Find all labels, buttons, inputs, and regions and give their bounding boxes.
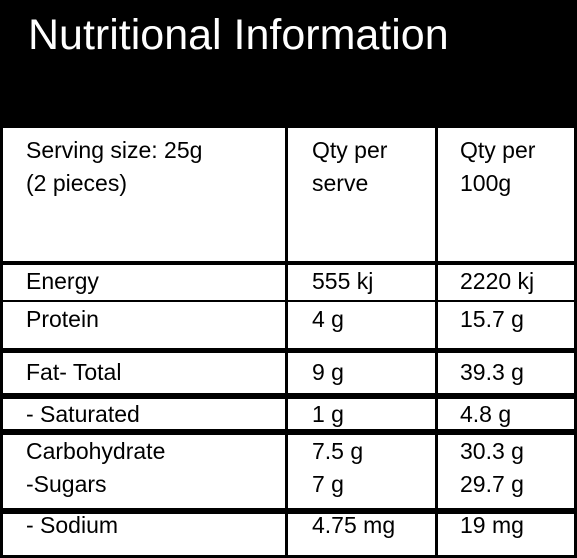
nutrient-name: Carbohydrate -Sugars (26, 438, 166, 497)
qty-per-100g: 4.8 g (460, 401, 512, 427)
qty-per-serve-header: Qty per serve (312, 137, 388, 196)
qty-per-serve: 7.5 g 7 g (312, 438, 364, 497)
nutrient-name: Protein (26, 306, 99, 332)
serving-size-header: Serving size: 25g (2 pieces) (26, 137, 203, 196)
row-divider (3, 393, 574, 399)
qty-per-100g: 15.7 g (460, 306, 524, 332)
column-divider (435, 128, 438, 558)
qty-per-serve: 4.75 mg (312, 512, 396, 538)
nutrient-name: Energy (26, 268, 99, 294)
qty-per-serve: 4 g (312, 306, 344, 332)
qty-per-serve: 555 kj (312, 268, 374, 294)
nutrient-name: - Saturated (26, 401, 140, 427)
row-divider (3, 429, 574, 435)
nutrient-name: Fat- Total (26, 359, 122, 385)
title-bar: Nutritional Information (3, 3, 574, 128)
qty-per-serve: 9 g (312, 359, 344, 385)
row-divider (3, 348, 574, 353)
qty-per-100g: 19 mg (460, 512, 524, 538)
row-divider (3, 300, 574, 302)
column-divider (285, 128, 288, 558)
page-title: Nutritional Information (28, 11, 449, 59)
qty-per-100g: 30.3 g 29.7 g (460, 438, 524, 497)
row-divider (3, 508, 574, 514)
qty-per-100g: 2220 kj (460, 268, 535, 294)
nutrient-name: - Sodium (26, 512, 119, 538)
qty-per-100g: 39.3 g (460, 359, 524, 385)
qty-per-serve: 1 g (312, 401, 344, 427)
qty-per-100g-header: Qty per 100g (460, 137, 536, 196)
row-divider (3, 261, 574, 265)
